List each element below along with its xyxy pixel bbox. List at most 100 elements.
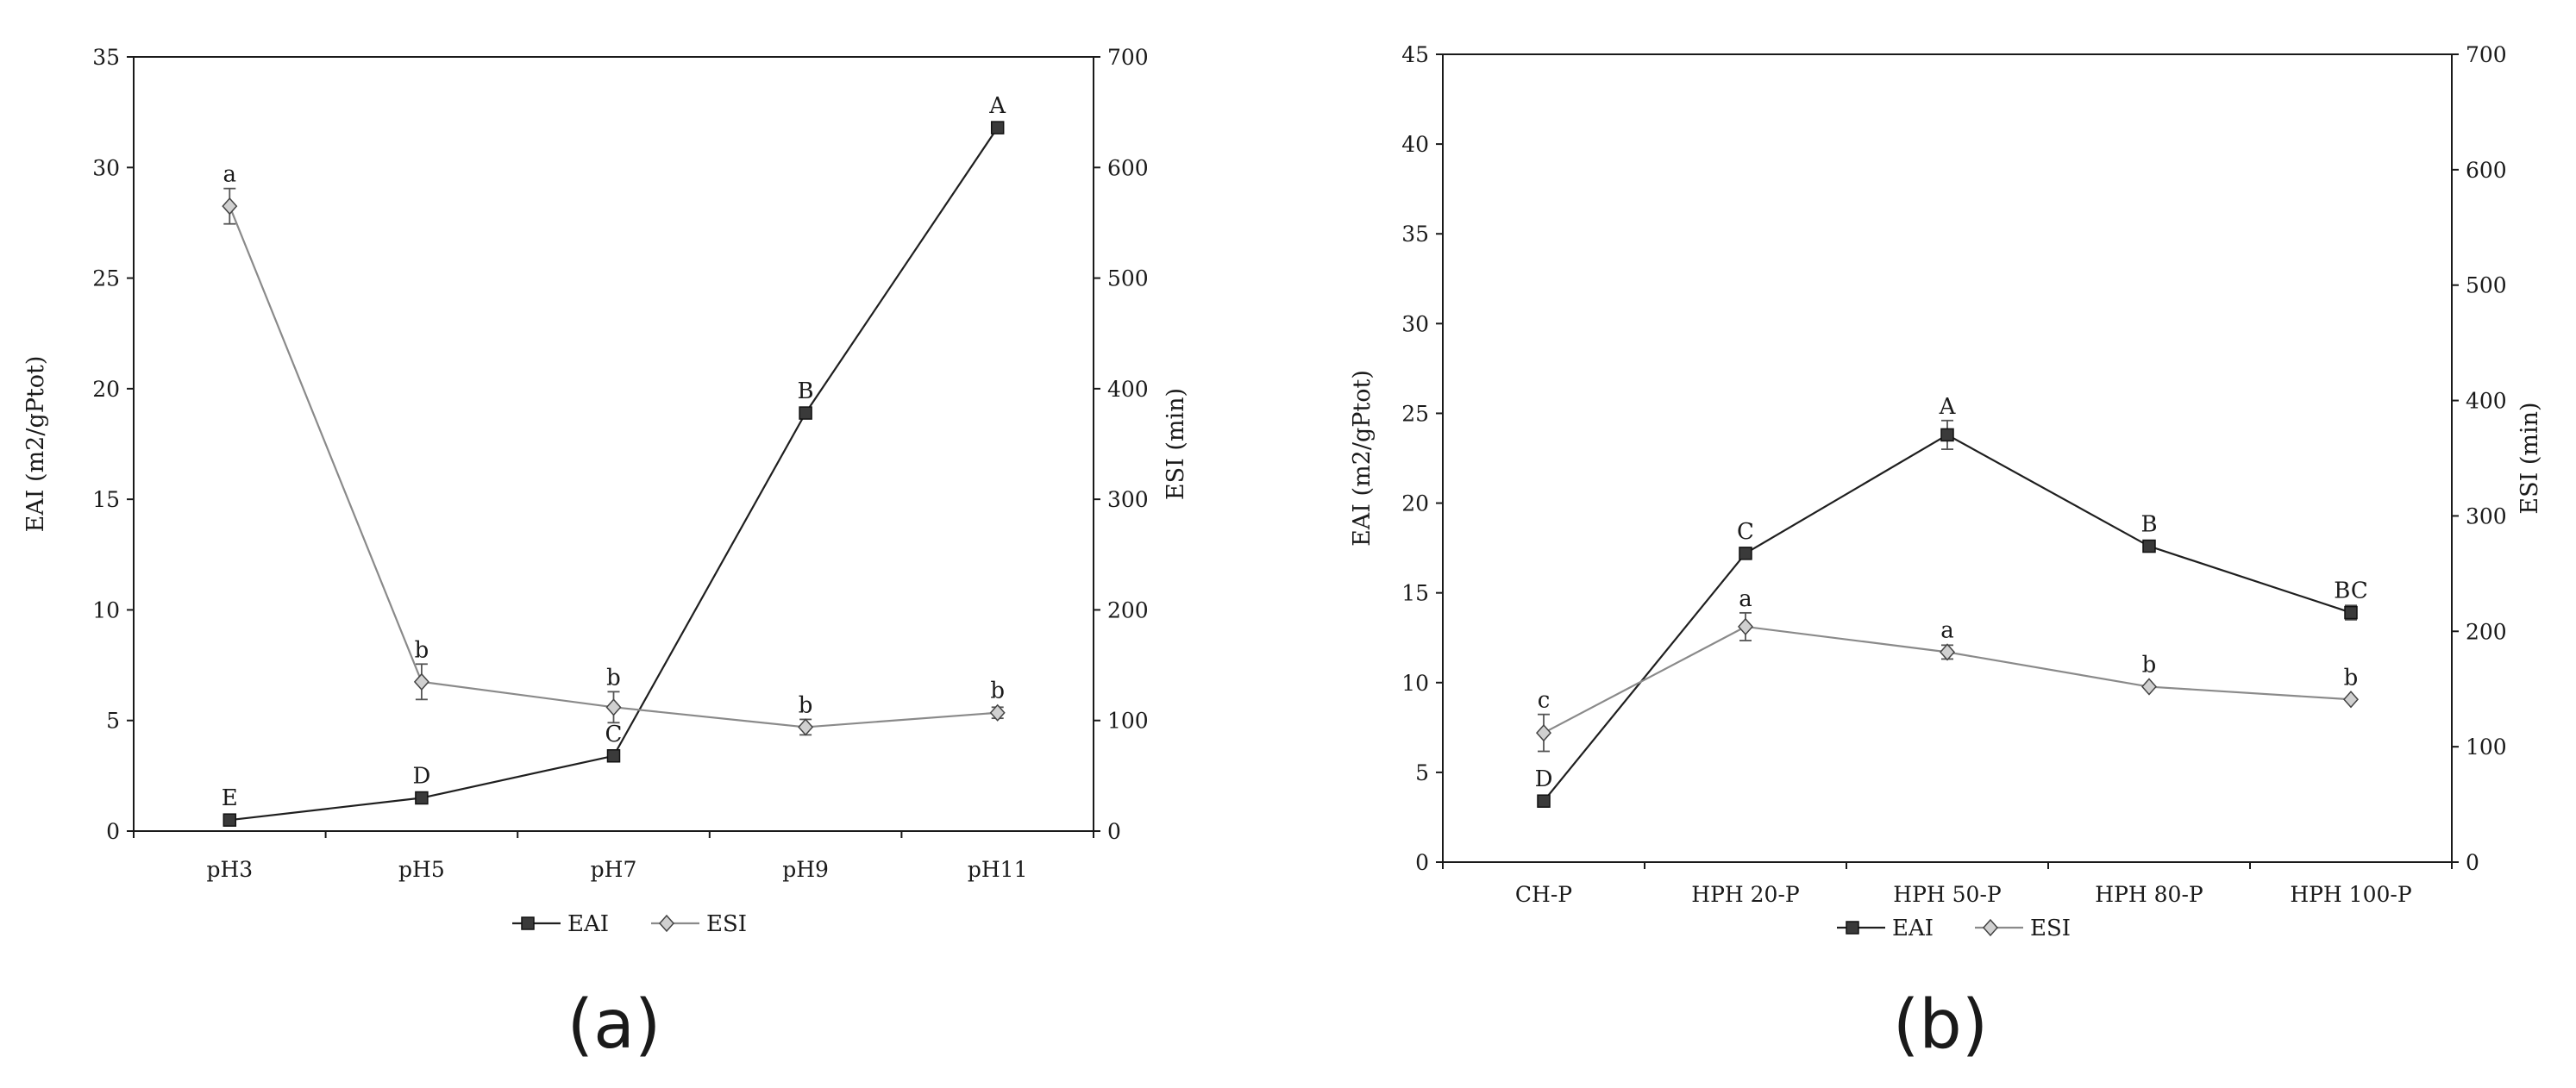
chart-panel-b: 0 5 10 15 20 25 30 35 40 45 0 100 200 300 400 500 600 700… bbox=[1349, 42, 2543, 1064]
y-tick-label: 25 bbox=[1401, 401, 1429, 426]
data-label: b bbox=[415, 637, 429, 663]
y2-tick-label: 200 bbox=[1107, 597, 1149, 622]
panel-label: (a) bbox=[567, 986, 661, 1064]
y2-tick-label: 100 bbox=[2466, 735, 2507, 760]
point-marker-eai bbox=[1739, 547, 1752, 560]
legend-label: EAI bbox=[567, 911, 609, 937]
x-tick-label: HPH 50-P bbox=[1893, 882, 2001, 907]
x-tick-label: HPH 80-P bbox=[2095, 882, 2203, 907]
y2-tick-label: 700 bbox=[2466, 42, 2507, 67]
y-axis-title: EAI (m2/gPtot) bbox=[22, 356, 49, 533]
point-marker-esi bbox=[222, 197, 238, 216]
series-line-esi bbox=[229, 205, 998, 728]
point-marker-eai bbox=[799, 406, 812, 420]
y2-tick-label: 400 bbox=[1107, 377, 1149, 402]
x-tick-label: pH7 bbox=[591, 857, 637, 882]
x-tick-label: CH-P bbox=[1515, 882, 1572, 907]
legend-marker bbox=[521, 916, 535, 930]
point-marker-eai bbox=[1940, 428, 1954, 442]
data-label: A bbox=[1939, 394, 1957, 420]
y-tick-label: 5 bbox=[106, 709, 120, 734]
data-label: D bbox=[1535, 766, 1553, 792]
point-marker-eai bbox=[606, 749, 621, 763]
x-tick-label: pH9 bbox=[782, 857, 829, 882]
legend-label: EAI bbox=[1892, 916, 1934, 941]
y-tick-label: 10 bbox=[1401, 671, 1429, 696]
x-tick-label: pH11 bbox=[968, 857, 1028, 882]
y2-tick-label: 600 bbox=[2466, 158, 2507, 183]
data-label: E bbox=[222, 785, 238, 811]
y-tick-label: 0 bbox=[1415, 850, 1429, 875]
y-tick-label: 0 bbox=[106, 819, 120, 844]
point-marker-eai bbox=[415, 791, 429, 805]
point-marker-esi bbox=[413, 672, 429, 691]
data-label: B bbox=[798, 378, 814, 404]
data-label: BC bbox=[2334, 578, 2367, 604]
point-marker-eai bbox=[2142, 539, 2156, 553]
legend-marker bbox=[1982, 918, 1999, 937]
data-label: b bbox=[606, 665, 621, 691]
y-tick-label: 15 bbox=[1401, 581, 1429, 606]
y2-tick-label: 0 bbox=[2466, 850, 2479, 875]
data-label: D bbox=[412, 764, 430, 790]
y-tick-label: 35 bbox=[92, 45, 120, 70]
point-marker-esi bbox=[989, 703, 1006, 722]
y2-axis-title: ESI (min) bbox=[2516, 402, 2543, 514]
y2-axis-title: ESI (min) bbox=[1163, 388, 1189, 500]
panel-label: (b) bbox=[1893, 986, 1988, 1064]
data-label: a bbox=[223, 162, 237, 188]
y-tick-label: 20 bbox=[92, 377, 120, 402]
y-tick-label: 10 bbox=[92, 597, 120, 622]
data-label: c bbox=[1538, 688, 1551, 714]
y2-tick-label: 400 bbox=[2466, 389, 2507, 414]
data-label: C bbox=[605, 722, 623, 747]
y2-tick-label: 500 bbox=[1107, 266, 1149, 291]
point-marker-eai bbox=[990, 121, 1005, 134]
point-marker-esi bbox=[605, 698, 622, 716]
point-marker-esi bbox=[1535, 723, 1552, 742]
x-tick-label: pH5 bbox=[398, 857, 445, 882]
y-tick-label: 20 bbox=[1401, 491, 1429, 516]
y2-tick-label: 700 bbox=[1107, 45, 1149, 70]
chart-panel-a: 0 5 10 15 20 25 30 35 0 100 200 300 400 500 600 700 pH3 p… bbox=[22, 45, 1189, 1064]
y2-tick-label: 0 bbox=[1107, 819, 1121, 844]
data-label: a bbox=[1940, 617, 1954, 643]
y-tick-label: 30 bbox=[92, 155, 120, 180]
point-marker-eai bbox=[1537, 794, 1551, 808]
point-marker-esi bbox=[2140, 678, 2158, 696]
y-tick-label: 40 bbox=[1401, 132, 1429, 157]
legend-label: ESI bbox=[2030, 916, 2071, 941]
legend-marker bbox=[658, 914, 675, 933]
point-marker-eai bbox=[2344, 605, 2358, 620]
point-marker-esi bbox=[1737, 617, 1754, 636]
y-tick-label: 30 bbox=[1401, 311, 1429, 336]
plot-frame bbox=[1442, 53, 2453, 863]
y2-tick-label: 300 bbox=[2466, 503, 2507, 528]
data-label: B bbox=[2140, 512, 2157, 538]
point-marker-eai bbox=[223, 813, 237, 827]
y-tick-label: 15 bbox=[92, 487, 120, 512]
legend-label: ESI bbox=[706, 911, 747, 937]
y2-tick-label: 500 bbox=[2466, 273, 2507, 298]
x-tick-label: HPH 20-P bbox=[1691, 882, 1799, 907]
plot-frame bbox=[133, 56, 1094, 832]
y2-tick-label: 200 bbox=[2466, 619, 2507, 644]
data-label: b bbox=[2344, 665, 2359, 691]
y-tick-label: 5 bbox=[1415, 760, 1429, 785]
point-marker-esi bbox=[798, 718, 814, 736]
data-label: b bbox=[2142, 653, 2157, 678]
y2-tick-label: 100 bbox=[1107, 709, 1149, 734]
y-tick-label: 35 bbox=[1401, 222, 1429, 247]
data-label: a bbox=[1739, 586, 1752, 612]
y-tick-label: 45 bbox=[1401, 42, 1429, 67]
legend-marker bbox=[1846, 921, 1859, 935]
data-label: A bbox=[988, 93, 1006, 119]
data-label: C bbox=[1737, 519, 1754, 545]
point-marker-esi bbox=[1939, 643, 1956, 661]
point-marker-esi bbox=[2342, 691, 2360, 709]
y2-tick-label: 600 bbox=[1107, 155, 1149, 180]
y-tick-label: 25 bbox=[92, 266, 120, 291]
x-tick-label: pH3 bbox=[206, 857, 253, 882]
data-label: b bbox=[799, 692, 813, 718]
